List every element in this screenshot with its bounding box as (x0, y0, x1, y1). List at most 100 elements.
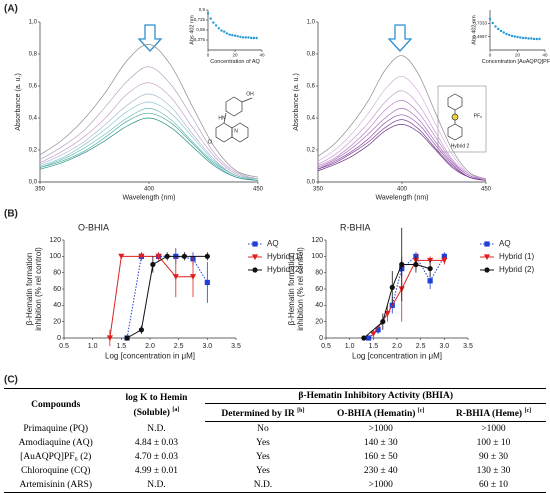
table-cell: Amodiaquine (AQ) (18, 438, 93, 449)
y-tick-label: 20 (53, 319, 61, 326)
y-tick-label: 0,2 (307, 148, 316, 154)
point (513, 35, 516, 38)
y-tick-label: 0,2 (29, 148, 38, 154)
point (491, 21, 494, 25)
marker (361, 335, 367, 341)
legend-label: Hybrid (1) (499, 252, 534, 261)
point (508, 33, 511, 37)
marker (189, 274, 197, 280)
data-line (317, 119, 487, 181)
arrow (387, 24, 413, 52)
marker (124, 335, 130, 341)
marker (164, 253, 170, 259)
y-tick-label: 1,0 (307, 20, 316, 26)
footnote-mark: [c] (417, 408, 425, 414)
point (228, 33, 231, 36)
table-row: [AuAQPQ]PF₆ (2) 4.70 ± 0.03 Yes 160 ± 50 90 … (4, 450, 546, 464)
y-tick-label: 0,4667 (473, 34, 487, 39)
structure-label: Hybrid 2 (451, 143, 470, 149)
x-tick-label: 400 (397, 187, 408, 193)
table-cell: 140 ± 30 (363, 438, 398, 449)
point (244, 36, 247, 39)
y-axis-label: Abs 402 nm (471, 15, 477, 45)
legend-label: Hybrid (2) (267, 265, 302, 274)
chart-title: R-BHIA (340, 222, 371, 232)
marker (380, 319, 386, 325)
footnote-mark: [c] (524, 408, 532, 414)
table-cell: 230 ± 40 (363, 466, 398, 477)
table-cell: Chloroquine (CQ) (21, 466, 91, 477)
marker (366, 335, 372, 341)
x-tick-label: 2.0 (145, 343, 155, 350)
y-axis-label: β-Hematin formation (287, 253, 296, 326)
point (538, 37, 541, 41)
panel-label: (A) (4, 4, 18, 15)
x-tick-label: 2.0 (392, 343, 402, 350)
table-cell: N.D. (107, 478, 206, 493)
point (494, 25, 497, 28)
x-tick-label: 450 (253, 187, 264, 193)
table-cell: N.D. (147, 423, 166, 434)
marker (138, 253, 145, 260)
y-tick-label: 0,725 (194, 17, 206, 22)
data-line (39, 66, 259, 180)
x-tick-label: 3.5 (463, 343, 473, 350)
cell-text: O-BHIA (Hematin) (337, 409, 416, 420)
marker (251, 254, 259, 261)
point (231, 33, 234, 37)
point (524, 36, 527, 40)
structure-label: PF₆ (474, 113, 482, 119)
marker (172, 274, 179, 280)
x-tick-label: 20 (232, 53, 238, 58)
data-line (368, 255, 445, 339)
y-tick-label: 0,0 (307, 180, 316, 186)
table-cell: No (257, 424, 269, 435)
point (212, 21, 215, 24)
y-tick-label: 120 (49, 237, 61, 244)
y-tick-label: 1,0 (29, 20, 38, 26)
point (239, 35, 242, 39)
x-tick-label: 1.0 (345, 343, 355, 350)
cell-text: R-BHIA (Heme) (455, 409, 523, 420)
subheader-cell: R-BHIA (Heme) [c] (441, 403, 546, 423)
cell-text: Determined by IR (221, 409, 295, 420)
y-tick-label: 80 (315, 270, 323, 277)
cell-text: log K to Hemin (Soluble) (125, 392, 188, 418)
point (505, 32, 508, 36)
marker (484, 241, 490, 247)
marker (252, 241, 258, 247)
table-cell: 90 ± 30 (479, 452, 508, 463)
y-tick-label: 80 (53, 270, 61, 277)
x-tick-label: 0.5 (59, 343, 69, 350)
chart-title: O-BHIA (78, 222, 109, 232)
cell-text: Compounds (31, 400, 81, 411)
x-tick-label: 400 (144, 187, 155, 193)
x-tick-label: 3.0 (202, 343, 212, 350)
y-axis-label: inhibition (% rel control) (34, 247, 43, 331)
legend-label: Hybrid (1) (267, 252, 302, 261)
point (247, 36, 250, 39)
y-tick-label: 0,375 (194, 37, 206, 42)
marker (118, 253, 125, 260)
legend-label: Hybrid (2) (499, 265, 534, 274)
table-row: Amodiaquine (AQ) 4.84 ± 0.03 Yes 140 ± 30 10… (4, 436, 546, 450)
marker (370, 331, 377, 338)
table-container: Compounds log K to Hemin (Soluble) [a] β-H… (4, 387, 546, 493)
table-cell: Primaquine (PQ) (23, 423, 89, 434)
x-tick-label: 40 (259, 53, 265, 58)
point (510, 34, 514, 38)
y-tick-label: 0,6 (307, 84, 316, 90)
subheader-cell: Determined by IR [b] (205, 403, 321, 423)
legend-label: AQ (499, 239, 511, 248)
subheader-row: Determined by IR [b] O-BHIA (Hematin) [c]… (4, 403, 546, 423)
marker (375, 327, 381, 333)
footnote-mark: [b] (297, 408, 305, 414)
structure-label: HN (218, 115, 226, 121)
y-axis-label: inhibition (% rel control) (296, 247, 305, 331)
x-axis-label: Wavelength (nm) (122, 194, 175, 201)
data-line (372, 259, 445, 335)
x-tick-label: 0.5 (321, 343, 331, 350)
table-row: Chloroquine (CQ) 4.99 ± 0.01 Yes 230 ± 40 13… (4, 464, 546, 478)
legend-label: AQ (267, 239, 279, 248)
data-line (317, 76, 487, 180)
